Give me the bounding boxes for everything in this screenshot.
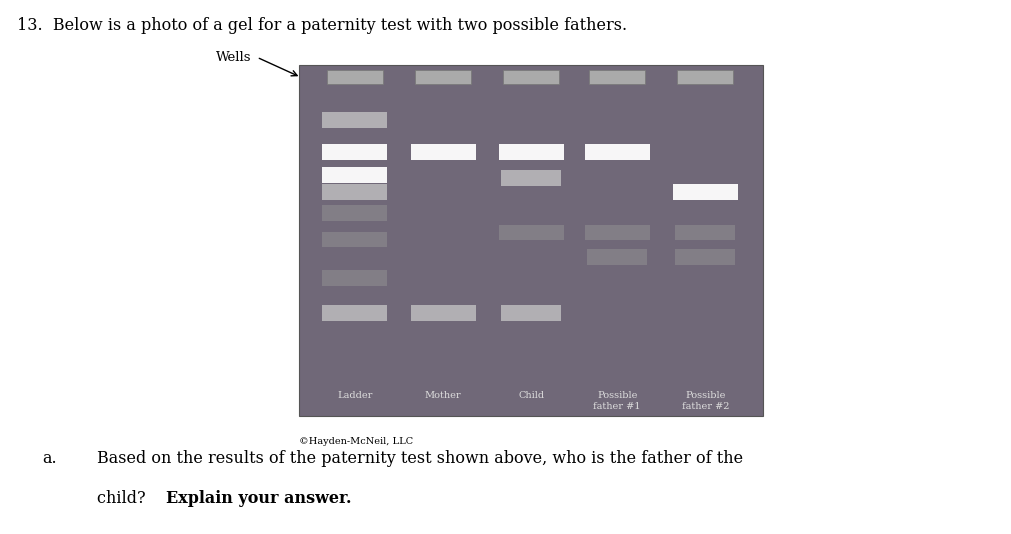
Text: 13.  Below is a photo of a gel for a paternity test with two possible fathers.: 13. Below is a photo of a gel for a pate… bbox=[16, 17, 626, 34]
Bar bbox=[321, 270, 387, 286]
Bar bbox=[674, 225, 735, 240]
Bar bbox=[674, 249, 735, 265]
Bar bbox=[498, 225, 563, 240]
Text: Based on the results of the paternity test shown above, who is the father of the: Based on the results of the paternity te… bbox=[97, 450, 743, 467]
Bar bbox=[498, 144, 563, 160]
Bar bbox=[321, 144, 387, 160]
Bar bbox=[415, 70, 470, 84]
Bar bbox=[410, 144, 475, 160]
Text: Possible
father #1: Possible father #1 bbox=[592, 391, 640, 411]
Text: ©Hayden-McNeil, LLC: ©Hayden-McNeil, LLC bbox=[299, 437, 412, 446]
Text: Mother: Mother bbox=[425, 391, 461, 400]
Bar bbox=[321, 167, 387, 183]
Text: Ladder: Ladder bbox=[337, 391, 372, 400]
Bar bbox=[588, 70, 644, 84]
Text: a.: a. bbox=[41, 450, 57, 467]
Bar bbox=[321, 206, 387, 221]
Text: Wells: Wells bbox=[216, 51, 252, 64]
Text: Child: Child bbox=[518, 391, 544, 400]
Text: Explain your answer.: Explain your answer. bbox=[166, 490, 351, 507]
Bar bbox=[321, 113, 387, 128]
Bar bbox=[500, 305, 561, 321]
Bar bbox=[321, 184, 387, 200]
Bar bbox=[672, 184, 737, 200]
Bar bbox=[500, 170, 561, 186]
Bar bbox=[584, 225, 649, 240]
Text: Possible
father #2: Possible father #2 bbox=[680, 391, 728, 411]
Bar bbox=[321, 305, 387, 321]
Bar bbox=[327, 70, 382, 84]
Bar bbox=[299, 65, 762, 416]
Text: child?: child? bbox=[97, 490, 151, 507]
Bar bbox=[676, 70, 732, 84]
Bar bbox=[502, 70, 558, 84]
Bar bbox=[321, 232, 387, 247]
Bar bbox=[584, 144, 649, 160]
Bar bbox=[410, 305, 475, 321]
Bar bbox=[586, 249, 647, 265]
